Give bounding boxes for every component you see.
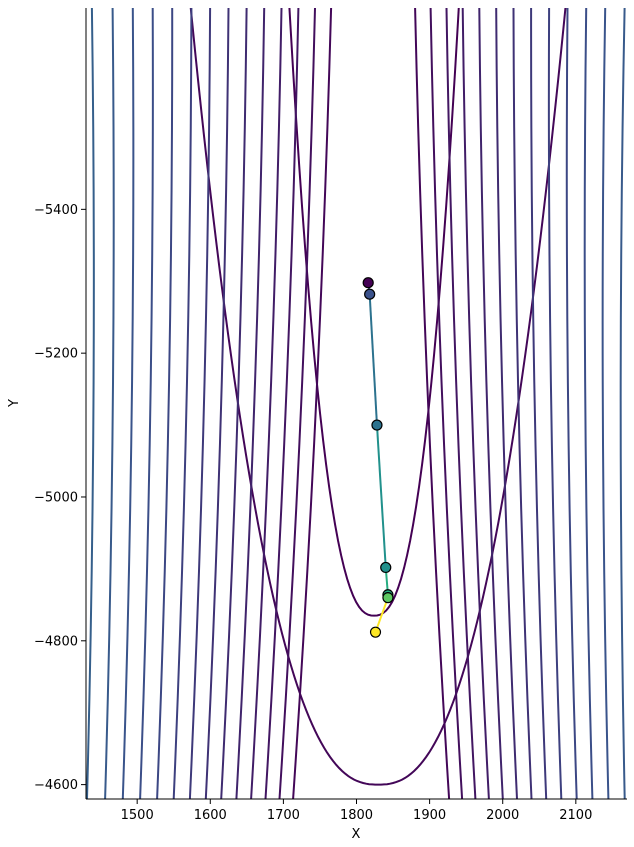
y-tick-label: −5400 — [34, 203, 78, 218]
contour-line — [139, 8, 154, 799]
contour-line — [189, 8, 567, 786]
contour-line — [429, 8, 464, 799]
contour-line — [250, 8, 283, 799]
y-axis-label: Y — [7, 399, 22, 408]
x-tick-label: 1900 — [413, 808, 446, 823]
contour-line — [619, 8, 626, 799]
contour-line — [188, 8, 212, 799]
path-points — [362, 277, 394, 638]
contour-line — [204, 8, 230, 799]
path-segment — [374, 597, 389, 633]
y-tick-label: −5000 — [34, 490, 78, 505]
contour-line — [220, 8, 248, 799]
contour-line — [583, 8, 594, 799]
contour-line — [69, 8, 74, 799]
contour-line — [121, 8, 135, 799]
x-tick-label: 1800 — [340, 808, 373, 823]
axes — [85, 8, 627, 800]
contour-line — [264, 8, 300, 799]
contour-line — [530, 8, 548, 799]
contour-line — [156, 8, 174, 799]
x-tick-label: 1700 — [267, 808, 300, 823]
contour-line — [547, 8, 563, 799]
path-point — [362, 277, 374, 289]
contour-line — [288, 8, 460, 617]
y-tick-label: −4600 — [34, 778, 78, 793]
contour-line — [512, 8, 533, 799]
contour-line — [50, 8, 54, 799]
contour-line — [601, 8, 610, 799]
path-point — [382, 592, 394, 604]
contour-lines — [28, 8, 626, 799]
ticks: 1500 1600 1700 1800 1900 2000 2100 −5400 −5200 −5… — [34, 203, 592, 823]
y-tick-label: −5200 — [34, 347, 78, 362]
contour-line — [478, 8, 504, 799]
path-segment — [375, 425, 387, 568]
x-tick-label: 2100 — [559, 808, 592, 823]
contour-line — [172, 8, 193, 799]
descent-path — [367, 282, 389, 633]
contour-line — [461, 8, 490, 799]
contour-line — [414, 8, 451, 799]
path-point — [380, 561, 392, 574]
x-tick-label: 1600 — [194, 808, 227, 823]
contour-line — [565, 8, 578, 799]
contour-line — [292, 8, 333, 799]
path-point — [371, 419, 383, 431]
contour-line — [86, 8, 95, 799]
x-tick-label: 2000 — [486, 808, 519, 823]
x-axis-label: X — [352, 827, 361, 842]
x-tick-label: 1500 — [121, 808, 154, 823]
contour-line — [278, 8, 316, 799]
contour-line — [445, 8, 477, 799]
contour-line — [104, 8, 115, 799]
contour-line — [495, 8, 518, 799]
contour-line — [235, 8, 266, 799]
path-point — [364, 288, 376, 300]
contour-line — [28, 8, 34, 799]
path-point — [369, 626, 382, 638]
path-segment — [368, 294, 378, 426]
y-tick-label: −4800 — [34, 634, 78, 649]
